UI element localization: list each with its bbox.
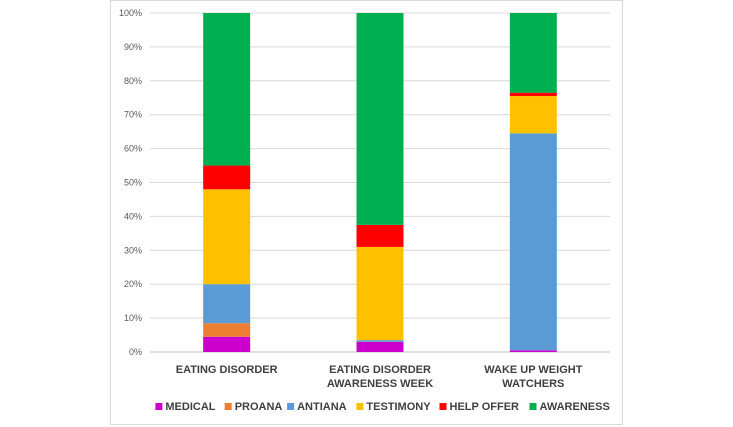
bar-segment-antiana [356,340,404,342]
bar-segment-testimony [356,246,404,341]
bar-segment-testimony [203,189,251,285]
x-axis-labels: EATING DISORDER EATING DISORDER AWARENESS … [176,364,583,390]
x-category-label: WATCHERS [502,378,564,390]
bar-segment-help-offer [509,92,557,97]
bar-segment-help-offer [356,224,404,247]
y-tick-label: 40% [124,211,142,221]
legend-label: PROANA [235,401,283,413]
bar-segment-proana [203,323,251,337]
legend-label: AWARENESS [540,401,610,413]
y-tick-label: 10% [124,313,142,323]
legend-swatch [287,403,295,410]
y-tick-label: 90% [124,42,142,52]
legend-label: MEDICAL [165,401,215,413]
x-category-label: EATING DISORDER [176,364,278,376]
bar-segment-medical [203,336,251,352]
y-tick-label: 80% [124,76,142,86]
y-tick-label: 100% [119,8,142,18]
bar-segment-antiana [203,284,251,324]
legend-label: TESTIMONY [366,401,431,413]
legend-swatch [224,403,232,410]
bar-segment-awareness [203,13,251,166]
bars [203,13,557,352]
x-category-label: AWARENESS WEEK [327,378,433,390]
y-tick-label: 60% [124,144,142,154]
legend: MEDICAL PROANA ANTIANA TESTIMONY HELP OFFER A… [155,401,610,413]
bar-segment-medical [356,341,404,352]
y-tick-label: 0% [129,347,142,357]
bar-segment-testimony [509,96,557,134]
x-category-label: WAKE UP WEIGHT [484,364,582,376]
y-tick-label: 50% [124,178,142,188]
legend-label: HELP OFFER [450,401,520,413]
bar-segment-awareness [509,13,557,93]
y-tick-label: 30% [124,245,142,255]
bar-segment-medical [509,350,557,352]
legend-label: ANTIANA [297,401,347,413]
bar-segment-awareness [356,13,404,225]
bar-segment-antiana [509,133,557,351]
legend-swatch [155,403,163,410]
x-category-label: EATING DISORDER [329,364,431,376]
legend-swatch [529,403,537,410]
legend-swatch [356,403,364,410]
legend-swatch [439,403,447,410]
bar-segment-help-offer [203,165,251,190]
y-tick-label: 70% [124,110,142,120]
y-axis-ticks: 0% 10% 20% 30% 40% 50% 60% 70% 80% 90% 100% [119,8,142,357]
y-tick-label: 20% [124,279,142,289]
